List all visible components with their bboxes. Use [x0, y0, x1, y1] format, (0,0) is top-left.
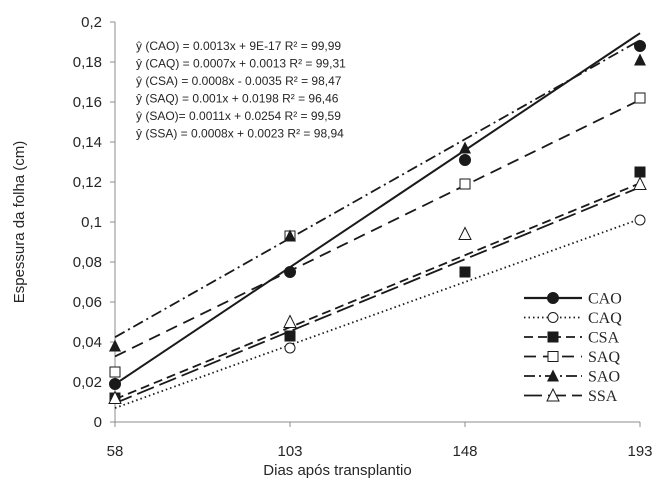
y-tick-label: 0,08 — [73, 254, 102, 271]
y-tick-label: 0,06 — [73, 294, 102, 311]
legend-marker-csa — [547, 331, 559, 343]
x-tick-label: 148 — [452, 443, 477, 460]
y-tick-label: 0,12 — [73, 174, 102, 191]
point-saq — [634, 92, 646, 104]
trend-line-sao — [114, 39, 641, 338]
equation-label: ŷ (SAQ) = 0.001x + 0.0198 R² = 96,46 — [136, 92, 339, 106]
point-sao — [459, 141, 471, 154]
y-tick-label: 0,02 — [73, 374, 102, 391]
equation-label: ŷ (SSA) = 0.0008x + 0.0023 R² = 98,94 — [136, 127, 344, 141]
point-sao — [634, 53, 646, 66]
point-csa — [284, 330, 296, 342]
equation-label: ŷ (SAO)= 0.0011x + 0.0254 R² = 99,59 — [136, 109, 341, 123]
legend-label-caq: CAQ — [588, 310, 622, 327]
legend-marker-ssa — [546, 387, 560, 402]
axes: 0 0,02 0,04 0,06 0,08 0,1 0,12 0,14 0,16 0,18 0,2 5… — [73, 14, 653, 460]
y-tick-label: 0 — [94, 414, 102, 431]
point-caq — [634, 214, 646, 226]
y-tick-label: 0,18 — [73, 54, 102, 71]
point-caq — [284, 342, 296, 354]
legend-marker-saq — [547, 351, 559, 362]
data-points — [108, 40, 647, 404]
y-tick-label: 0,16 — [73, 94, 102, 111]
trend-line-ssa — [114, 186, 641, 405]
legend-marker-caq — [547, 312, 559, 323]
legend-label-sao: SAO — [588, 369, 620, 386]
y-tick-label: 0,04 — [73, 334, 102, 351]
trend-line-cao — [114, 32, 641, 386]
x-tick-label: 193 — [627, 443, 652, 460]
legend-label-saq: SAQ — [588, 349, 620, 366]
equation-label: ŷ (CAQ) = 0.0007x + 0.0013 R² = 99,31 — [136, 57, 346, 71]
y-tick-label: 0,14 — [73, 134, 102, 151]
point-cao — [284, 266, 296, 278]
equation-label: ŷ (CSA) = 0.0008x - 0.0035 R² = 98,47 — [136, 74, 342, 88]
point-sao — [109, 339, 121, 352]
legend-marker-sao — [547, 369, 559, 382]
trend-lines — [114, 32, 641, 409]
point-csa — [459, 266, 471, 278]
point-cao — [634, 40, 646, 52]
x-axis-title: Dias após transplantio — [263, 462, 411, 479]
point-cao — [109, 378, 121, 390]
trend-line-saq — [114, 99, 641, 358]
y-axis-title: Espessura da folha (cm) — [11, 141, 28, 304]
legend-marker-cao — [547, 292, 559, 304]
y-tick-label: 0,2 — [81, 14, 102, 31]
legend-label-ssa: SSA — [588, 388, 618, 405]
equation-label: ŷ (CAO) = 0.0013x + 9E-17 R² = 99,99 — [136, 39, 341, 53]
point-csa — [634, 166, 646, 178]
point-ssa — [458, 226, 472, 240]
x-tick-label: 103 — [277, 443, 302, 460]
legend-label-cao: CAO — [588, 291, 622, 308]
y-tick-label: 0,1 — [81, 214, 102, 231]
x-tick-label: 58 — [107, 443, 124, 460]
legend-label-csa: CSA — [588, 330, 620, 347]
point-saq — [109, 366, 121, 378]
trend-line-csa — [114, 182, 641, 401]
point-sao — [284, 229, 296, 242]
point-ssa — [283, 314, 297, 328]
equation-annotations: ŷ (CAO) = 0.0013x + 9E-17 R² = 99,99 ŷ (C… — [136, 39, 346, 141]
legend: CAO CAQ CSA SAQ SAO SSA — [524, 291, 622, 405]
trend-line-caq — [114, 218, 641, 409]
point-cao — [459, 154, 471, 166]
point-saq — [459, 178, 471, 190]
point-ssa — [108, 390, 122, 404]
point-ssa — [633, 176, 647, 190]
